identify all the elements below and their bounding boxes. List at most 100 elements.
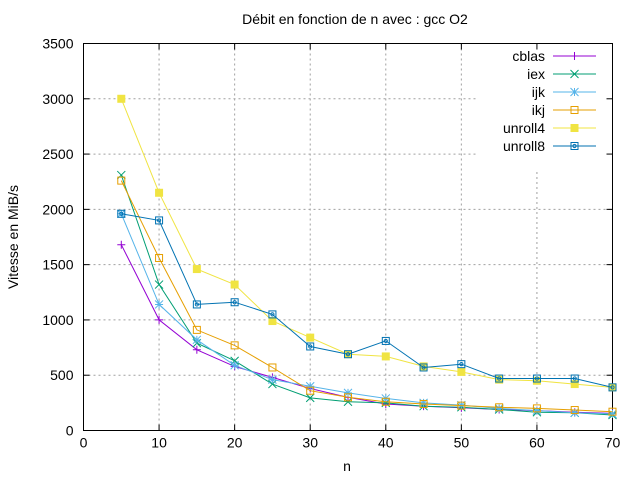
data-point (532, 406, 542, 415)
marker-dot (421, 365, 426, 370)
data-point (457, 367, 466, 376)
data-point (570, 406, 579, 415)
marker-square (532, 374, 541, 383)
series-cblas (117, 240, 617, 418)
series-line (120, 174, 613, 416)
marker-square (268, 310, 277, 319)
legend-label: iex (527, 66, 545, 82)
data-point (155, 188, 164, 197)
y-tick-label: 2000 (42, 201, 73, 217)
data-point (192, 325, 201, 334)
data-point (230, 280, 239, 289)
data-point (570, 142, 579, 150)
series-ijk (116, 209, 617, 419)
data-point (116, 209, 126, 219)
data-point (155, 254, 164, 263)
marker-square (570, 142, 579, 150)
data-point (230, 360, 239, 370)
data-point (268, 310, 277, 319)
data-point (343, 397, 353, 407)
data-point (608, 383, 617, 392)
y-tick-label: 1000 (42, 312, 73, 328)
marker-square (570, 374, 579, 383)
legend-item: iex (527, 66, 596, 82)
chart-title: Débit en fonction de n avec : gcc O2 (242, 11, 468, 27)
series-line (120, 180, 613, 413)
x-tick-label: 30 (302, 435, 318, 451)
data-point (268, 363, 277, 372)
data-point (570, 87, 579, 97)
marker-dot (534, 376, 540, 381)
x-axis-label: n (343, 458, 351, 474)
marker-square (608, 383, 617, 392)
marker-dot (383, 338, 388, 344)
marker-square (495, 374, 504, 383)
x-tick-label: 50 (454, 435, 470, 451)
data-point (570, 374, 579, 383)
data-point (494, 404, 504, 413)
y-tick-label: 2500 (42, 146, 73, 162)
data-point (419, 363, 428, 372)
data-point (532, 374, 541, 383)
x-tick-label: 0 (80, 435, 88, 451)
y-tick-label: 3000 (42, 91, 73, 107)
marker-square (117, 209, 126, 218)
y-axis-label: Vitesse en MiB/s (5, 185, 21, 289)
marker-dot (610, 385, 615, 390)
y-tick-label: 3500 (42, 36, 73, 52)
data-point (381, 352, 390, 361)
data-point (495, 403, 504, 412)
data-point (154, 280, 164, 289)
marker-dot (572, 376, 577, 381)
data-point (305, 393, 315, 403)
marker-square (192, 300, 201, 309)
data-point (532, 404, 541, 413)
series-line (120, 98, 613, 388)
x-tick-label: 10 (151, 435, 167, 451)
data-point (343, 388, 353, 398)
data-point (532, 376, 541, 385)
data-point (117, 176, 126, 185)
data-point (419, 399, 428, 408)
grid (83, 43, 613, 431)
data-point (570, 52, 579, 60)
marker-square (155, 216, 164, 225)
legend-label: ikj (532, 102, 545, 118)
data-point (192, 300, 201, 309)
legend-item: unroll4 (503, 120, 596, 136)
axis-ticks: 0 10 20 30 40 50 60 70 0 500 1000 1500 2000 2500 3000 3… (42, 36, 620, 451)
marker-square (419, 363, 428, 372)
data-point (381, 397, 390, 406)
marker-dot (119, 211, 124, 216)
data-point (117, 209, 126, 218)
legend-label: cblas (512, 48, 545, 64)
marker-dot (345, 352, 351, 357)
data-point (495, 374, 504, 383)
data-point (230, 298, 239, 307)
x-tick-label: 20 (227, 435, 243, 451)
marker-dot (156, 218, 162, 223)
series-group (116, 94, 617, 420)
marker-square (457, 360, 466, 369)
series-ikj (117, 176, 617, 416)
series-line (120, 213, 613, 415)
data-point (381, 336, 390, 345)
series-line (121, 213, 613, 388)
plot-frame (83, 43, 613, 431)
data-point (457, 360, 466, 369)
data-point (306, 342, 315, 351)
legend-label: unroll4 (503, 120, 545, 136)
data-point (305, 381, 315, 391)
marker-dot (194, 302, 199, 307)
data-point (192, 335, 202, 345)
y-tick-label: 500 (50, 367, 74, 383)
data-point (570, 69, 579, 79)
data-point (608, 409, 617, 419)
x-tick-label: 70 (605, 435, 621, 451)
x-tick-label: 40 (378, 435, 394, 451)
marker-dot (459, 362, 464, 367)
data-point (419, 398, 428, 408)
data-point (306, 333, 315, 342)
